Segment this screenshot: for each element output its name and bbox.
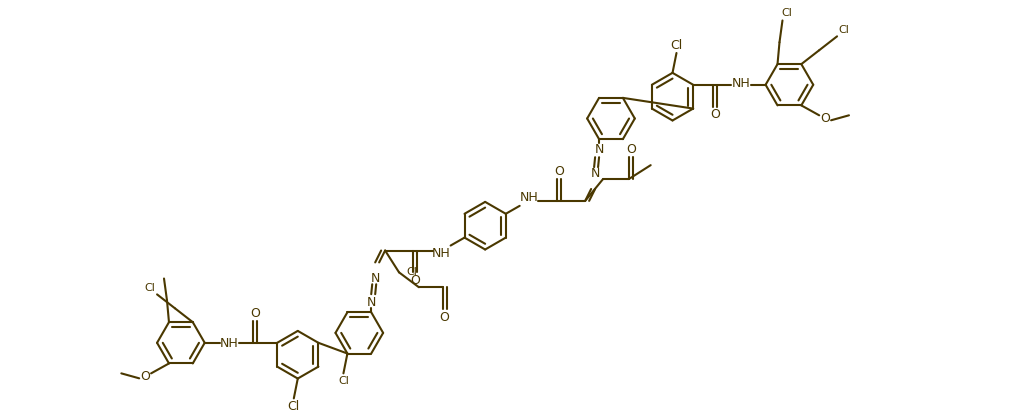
- Text: NH: NH: [731, 77, 750, 90]
- Text: O: O: [626, 143, 635, 156]
- Text: Cl: Cl: [781, 7, 792, 17]
- Text: Cl: Cl: [338, 376, 348, 386]
- Text: Cl: Cl: [288, 400, 300, 413]
- Text: O: O: [410, 274, 420, 287]
- Text: Cl: Cl: [838, 25, 849, 35]
- Text: N: N: [595, 143, 604, 156]
- Text: N: N: [367, 296, 376, 309]
- Text: O: O: [710, 108, 720, 121]
- Text: N: N: [591, 166, 600, 180]
- Text: O: O: [554, 165, 565, 178]
- Text: N: N: [371, 272, 380, 285]
- Text: O: O: [140, 370, 150, 383]
- Text: O: O: [820, 112, 830, 125]
- Text: NH: NH: [431, 247, 450, 260]
- Text: NH: NH: [220, 337, 239, 350]
- Text: Cl: Cl: [406, 267, 417, 277]
- Text: O: O: [439, 310, 449, 324]
- Text: NH: NH: [520, 191, 539, 204]
- Text: Cl: Cl: [671, 39, 683, 52]
- Text: Cl: Cl: [144, 283, 156, 293]
- Text: O: O: [250, 307, 261, 319]
